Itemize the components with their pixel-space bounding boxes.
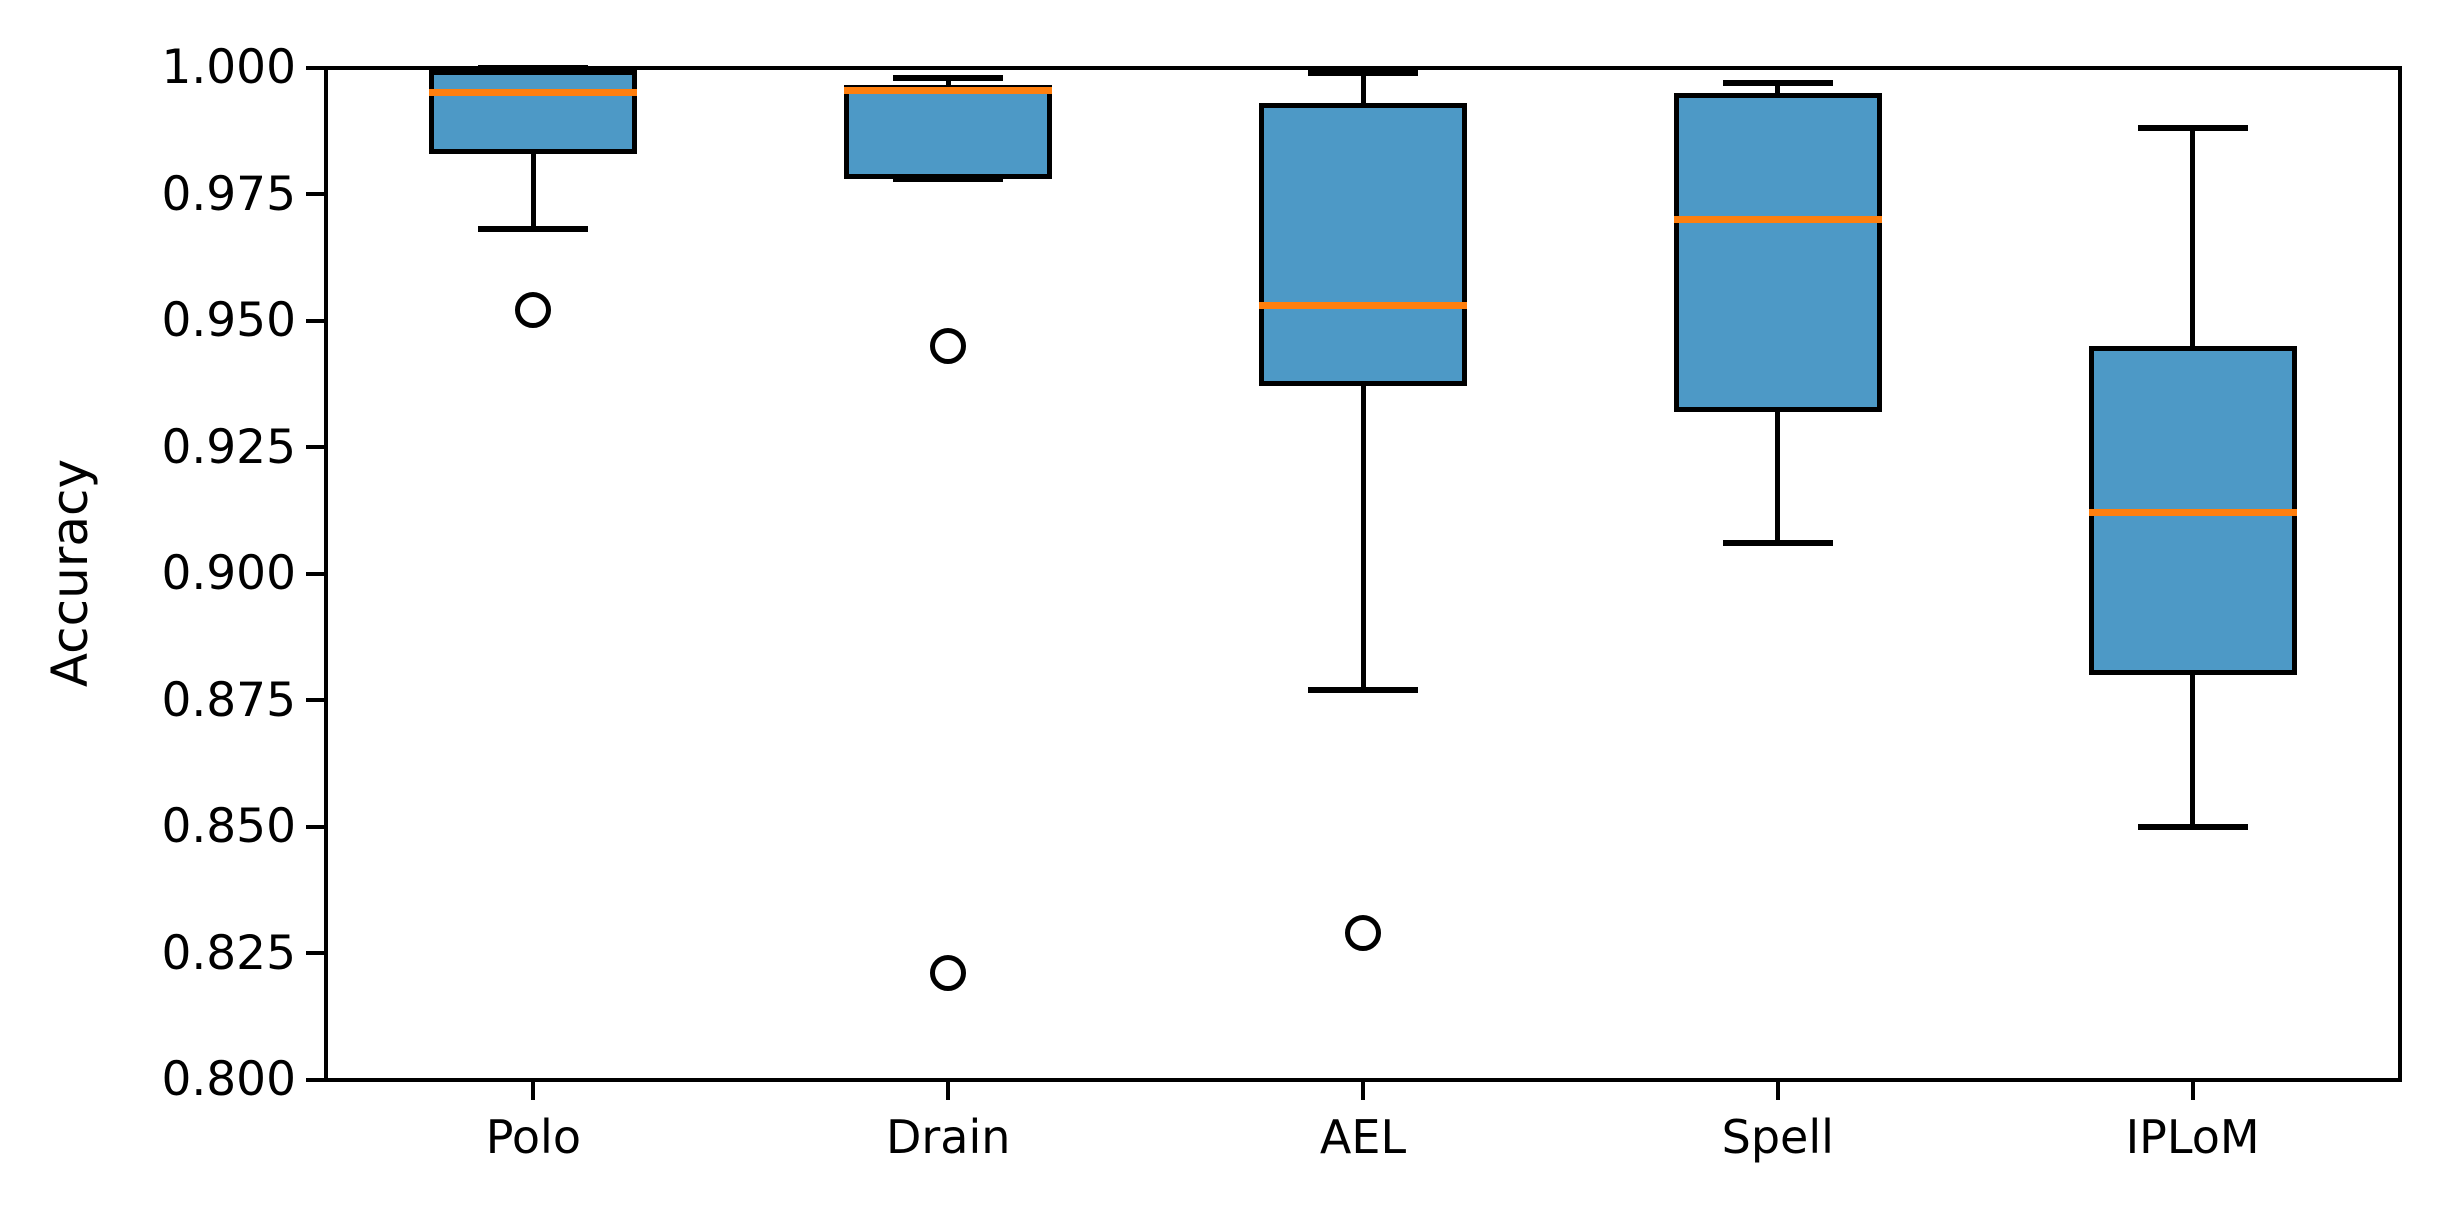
x-tick-label-Drain: Drain bbox=[885, 1110, 1011, 1164]
x-tick-label-AEL: AEL bbox=[1319, 1110, 1407, 1164]
upper-whisker-line bbox=[1360, 72, 1366, 103]
box-AEL bbox=[1259, 102, 1467, 387]
y-tick-mark bbox=[306, 951, 326, 955]
y-tick-label: 1.000 bbox=[161, 40, 296, 95]
y-tick-label: 0.925 bbox=[161, 419, 296, 475]
lower-whisker-cap bbox=[1308, 686, 1418, 693]
y-tick-label: 0.900 bbox=[161, 546, 296, 601]
median-line-Spell bbox=[1673, 215, 1882, 223]
y-tick-mark bbox=[306, 1077, 326, 1082]
median-line-Polo bbox=[429, 89, 638, 97]
lower-whisker-line bbox=[1775, 411, 1781, 544]
upper-whisker-cap bbox=[2137, 125, 2248, 132]
lower-whisker-cap bbox=[478, 226, 589, 233]
y-tick-label: 0.850 bbox=[161, 799, 296, 854]
y-tick-mark bbox=[306, 65, 326, 70]
x-tick-mark bbox=[1775, 1079, 1780, 1100]
y-tick-mark bbox=[306, 192, 326, 196]
lower-whisker-line bbox=[1360, 386, 1366, 690]
y-tick-mark bbox=[306, 571, 326, 576]
box-Drain bbox=[844, 85, 1053, 179]
x-tick-label-IPLoM: IPLoM bbox=[2125, 1110, 2260, 1164]
lower-whisker-cap bbox=[1722, 540, 1833, 547]
x-tick-mark bbox=[1361, 1079, 1365, 1100]
lower-whisker-cap bbox=[2137, 823, 2248, 830]
y-tick-label: 0.875 bbox=[161, 672, 296, 728]
y-tick-label: 0.950 bbox=[161, 293, 296, 348]
y-tick-mark bbox=[306, 824, 326, 829]
upper-whisker-cap bbox=[1722, 79, 1833, 86]
upper-whisker-line bbox=[2190, 128, 2196, 346]
upper-whisker-cap bbox=[478, 64, 589, 71]
box-Spell bbox=[1673, 92, 1882, 412]
outlier-point-AEL bbox=[1345, 914, 1381, 951]
x-tick-label-Spell: Spell bbox=[1721, 1110, 1834, 1164]
median-line-IPLoM bbox=[2088, 509, 2297, 517]
y-tick-mark bbox=[306, 318, 326, 323]
x-tick-label-Polo: Polo bbox=[485, 1110, 581, 1164]
x-tick-mark bbox=[531, 1079, 536, 1100]
y-axis-left-spine bbox=[324, 65, 328, 1082]
box-Polo bbox=[429, 70, 638, 154]
x-tick-mark bbox=[946, 1079, 951, 1100]
y-tick-label: 0.975 bbox=[161, 166, 296, 222]
outlier-point-Polo bbox=[515, 292, 552, 329]
outlier-point-Drain bbox=[930, 955, 967, 992]
x-axis-top-spine bbox=[324, 65, 2402, 70]
y-axis-label: Accuracy bbox=[41, 458, 99, 688]
lower-whisker-line bbox=[2190, 674, 2196, 827]
upper-whisker-line bbox=[945, 77, 951, 86]
y-tick-mark bbox=[306, 445, 326, 449]
lower-whisker-cap bbox=[893, 175, 1004, 182]
y-tick-label: 0.800 bbox=[161, 1052, 296, 1107]
y-axis-right-spine bbox=[2398, 65, 2402, 1082]
median-line-AEL bbox=[1259, 301, 1467, 309]
upper-whisker-line bbox=[1775, 82, 1781, 93]
x-tick-mark bbox=[2190, 1079, 2195, 1100]
median-line-Drain bbox=[844, 86, 1053, 94]
y-tick-mark bbox=[306, 698, 326, 702]
upper-whisker-cap bbox=[1308, 69, 1418, 76]
upper-whisker-cap bbox=[893, 74, 1004, 81]
y-tick-label: 0.825 bbox=[161, 925, 296, 981]
lower-whisker-line bbox=[530, 153, 536, 230]
outlier-point-Drain bbox=[930, 327, 967, 364]
